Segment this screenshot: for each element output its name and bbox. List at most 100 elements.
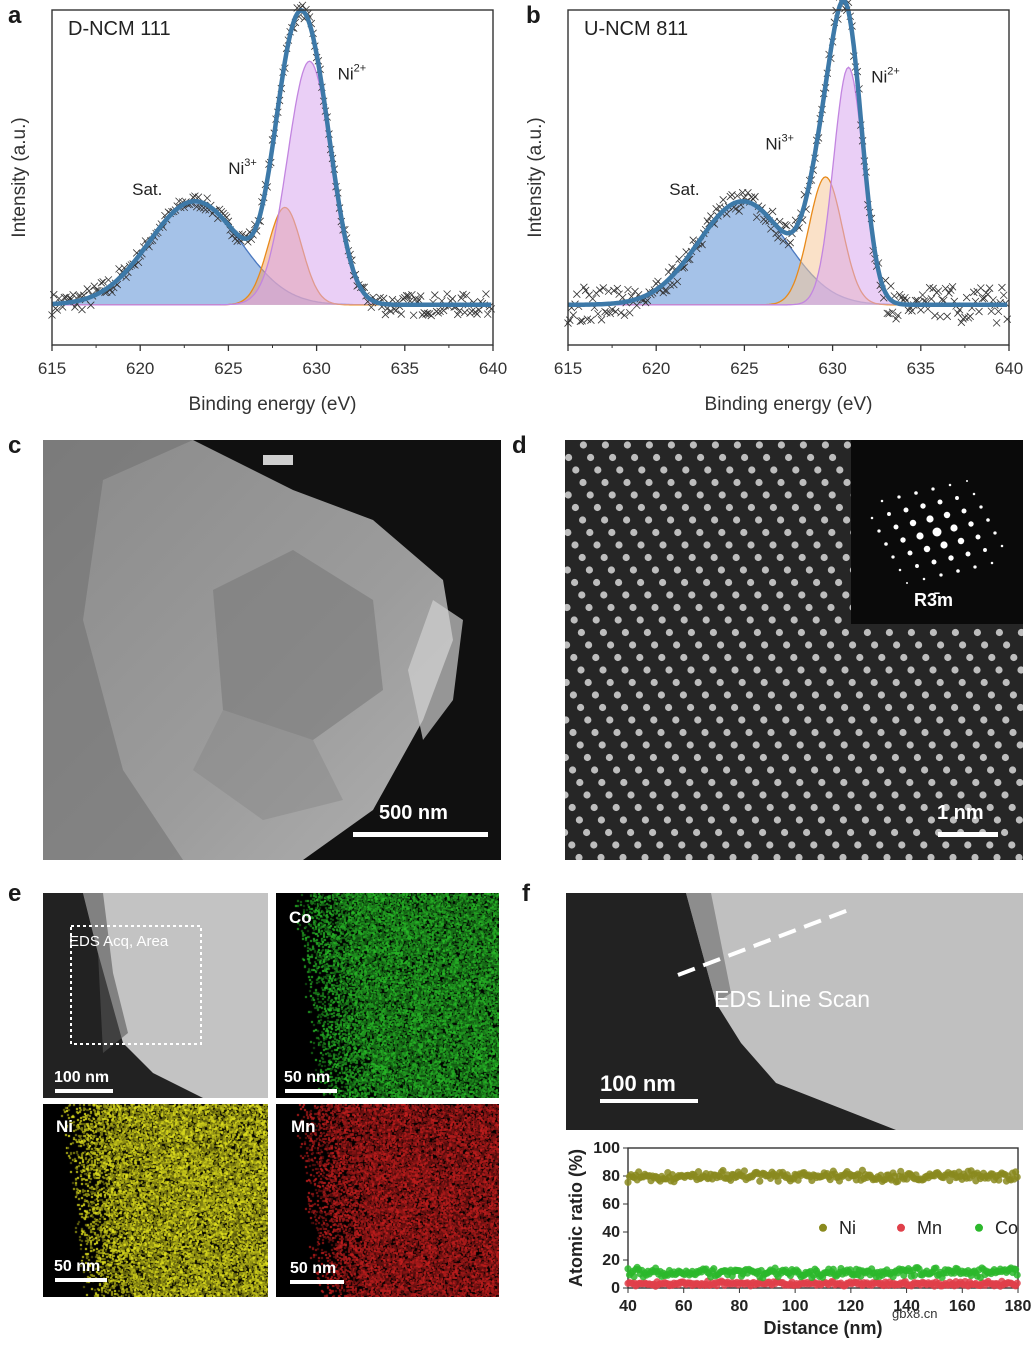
atom-column	[642, 778, 650, 787]
atom-column	[783, 566, 791, 574]
atom-column	[759, 791, 767, 799]
atom-column	[612, 841, 620, 849]
atom-column	[957, 753, 965, 762]
data-cross	[99, 278, 107, 286]
atom-column	[724, 653, 732, 662]
fft-spot	[1000, 544, 1004, 548]
atom-column	[843, 441, 851, 449]
atom-column	[673, 566, 681, 574]
map-label-co: Co	[289, 908, 312, 927]
point-ni	[756, 1177, 764, 1185]
atom-column	[1009, 728, 1017, 737]
atom-column	[693, 828, 701, 837]
atom-column	[747, 578, 755, 587]
atom-column	[927, 816, 935, 824]
atom-column	[723, 766, 731, 774]
atom-column	[807, 453, 815, 462]
data-cross	[388, 295, 397, 304]
data-cross	[927, 295, 936, 303]
atom-column	[943, 691, 951, 699]
atom-column	[1008, 841, 1016, 849]
x-tick-label: 100	[782, 1298, 809, 1315]
fft-spot	[931, 487, 935, 491]
data-cross	[975, 307, 983, 316]
atom-column	[695, 641, 703, 649]
atom-column	[798, 553, 806, 562]
atom-column	[630, 528, 638, 537]
atom-column	[869, 753, 877, 762]
atom-column	[591, 728, 599, 737]
atom-column	[884, 741, 892, 749]
atom-column	[635, 728, 643, 737]
fft-spot	[990, 561, 994, 565]
y-tick-label: 40	[602, 1224, 620, 1241]
fft-spot	[926, 515, 934, 523]
atom-column	[723, 691, 731, 699]
atom-column	[623, 516, 631, 524]
data-cross	[595, 286, 604, 294]
watermark: gbx8.cn	[892, 1306, 938, 1321]
atom-column	[1015, 853, 1023, 860]
atom-column	[958, 678, 966, 687]
atom-column	[777, 478, 785, 487]
ni-map-canvas	[43, 1104, 268, 1297]
atom-column	[994, 741, 1002, 749]
atom-column	[679, 691, 687, 699]
atom-column	[943, 766, 951, 774]
fft-spot	[915, 564, 919, 568]
data-cross	[367, 303, 376, 312]
atom-column	[586, 528, 594, 537]
atom-column	[854, 803, 862, 812]
fft-spot	[877, 529, 881, 533]
scale-bar-e4	[290, 1280, 344, 1284]
eds-line-scan-image: EDS Line Scan 100 nm	[566, 893, 1023, 1130]
atom-column	[748, 466, 756, 474]
atom-column	[631, 453, 639, 462]
atom-column	[656, 841, 664, 849]
atom-column	[733, 441, 741, 449]
peak-fill-sat.	[568, 201, 1009, 305]
data-cross	[955, 306, 964, 314]
legend-label-co: Co	[995, 1218, 1018, 1238]
atom-column	[803, 791, 811, 799]
atom-column	[724, 616, 732, 624]
fft-spot	[955, 496, 959, 500]
atom-column	[635, 766, 643, 774]
atom-column	[579, 516, 587, 524]
data-cross	[938, 295, 946, 304]
atom-column	[855, 728, 863, 737]
atom-column	[651, 641, 659, 649]
peak-annotation: Sat.	[132, 180, 162, 199]
atom-column	[811, 728, 819, 737]
x-tick-label: 120	[838, 1298, 865, 1315]
scale-label-e1: 100 nm	[54, 1069, 110, 1086]
atom-column	[642, 741, 650, 749]
atom-column	[893, 641, 901, 649]
fft-spot	[920, 503, 926, 509]
data-cross	[462, 291, 471, 300]
atom-column	[569, 728, 577, 737]
atom-column	[620, 741, 628, 749]
atom-column	[739, 603, 747, 612]
atom-column	[695, 566, 703, 574]
data-cross	[610, 286, 618, 295]
atom-column	[935, 791, 943, 799]
atom-column	[892, 716, 900, 724]
atom-column	[701, 766, 709, 774]
atom-column	[593, 541, 601, 549]
data-cross	[475, 306, 483, 314]
data-cross	[786, 238, 795, 247]
atom-column	[914, 716, 922, 724]
point-co	[932, 1264, 940, 1272]
fft-spot	[957, 537, 965, 545]
atom-column	[649, 828, 657, 837]
atom-column	[1009, 766, 1017, 774]
atom-column	[688, 591, 696, 599]
atom-column	[942, 841, 950, 849]
atom-column	[821, 516, 829, 524]
atom-column	[784, 528, 792, 537]
y-axis-label: Intensity (a.u.)	[525, 117, 546, 237]
atom-column	[898, 841, 906, 849]
fft-spot	[922, 577, 926, 581]
atom-column	[591, 691, 599, 699]
